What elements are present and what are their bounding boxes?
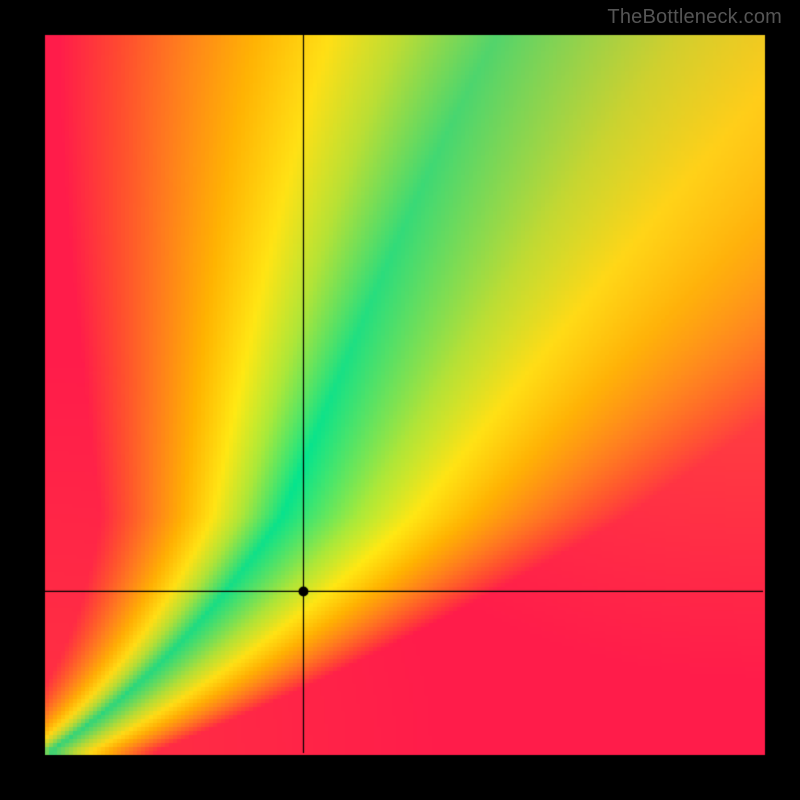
watermark-label: TheBottleneck.com bbox=[607, 6, 782, 29]
bottleneck-heatmap bbox=[0, 0, 800, 800]
